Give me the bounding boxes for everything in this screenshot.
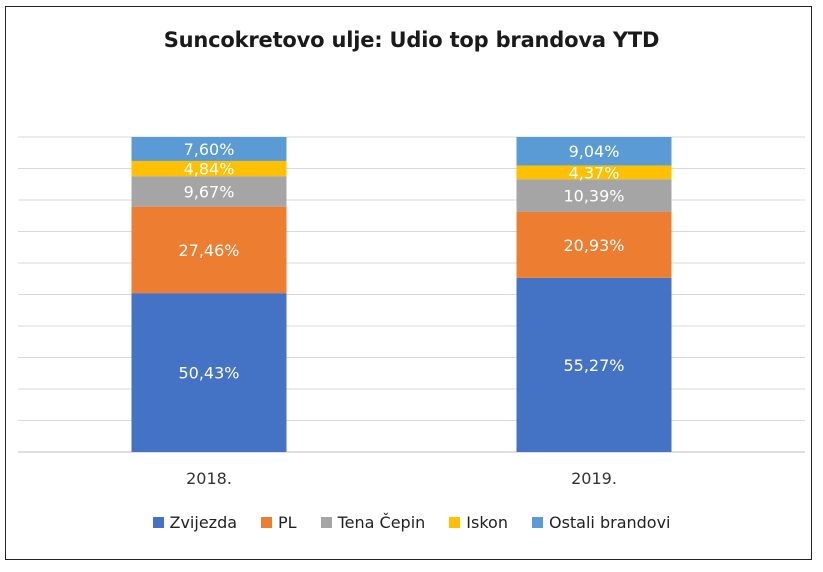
- data-label: 20,93%: [563, 236, 624, 255]
- data-label: 9,04%: [569, 142, 620, 161]
- chart-legend: Zvijezda PL Tena Čepin Iskon Ostali brandovi: [0, 513, 823, 532]
- data-label: 50,43%: [178, 364, 239, 383]
- category-label: 2019.: [571, 469, 617, 488]
- data-label: 4,84%: [184, 160, 235, 179]
- legend-label: PL: [278, 513, 297, 532]
- data-label: 7,60%: [184, 140, 235, 159]
- bar-segment: [131, 206, 287, 294]
- legend-swatch: [449, 517, 461, 528]
- legend-label: Zvijezda: [169, 513, 238, 532]
- data-label: 4,37%: [569, 163, 620, 182]
- bar-segment: [516, 165, 672, 180]
- bar-segment: [516, 277, 672, 452]
- legend-item: PL: [261, 513, 297, 532]
- chart-title: Suncokretovo ulje: Udio top brandova YTD: [163, 28, 660, 52]
- bar-segment: [131, 137, 287, 161]
- legend-label: Tena Čepin: [337, 513, 426, 532]
- legend-swatch: [531, 517, 543, 528]
- bar-segment: [131, 293, 287, 452]
- bar-segment: [516, 211, 672, 278]
- bar-segment: [516, 179, 672, 212]
- legend-swatch: [152, 517, 164, 528]
- legend-item: Tena Čepin: [320, 513, 426, 532]
- category-label: 2018.: [186, 469, 232, 488]
- data-label: 9,67%: [184, 182, 235, 201]
- legend-item: Iskon: [449, 513, 508, 532]
- legend-label: Iskon: [466, 513, 508, 532]
- legend-label: Ostali brandovi: [548, 513, 671, 532]
- legend-item: Zvijezda: [152, 513, 238, 532]
- data-label: 27,46%: [178, 241, 239, 260]
- bar-segment: [516, 137, 672, 166]
- bar-segment: [131, 160, 287, 177]
- legend-swatch: [320, 517, 332, 528]
- legend-item: Ostali brandovi: [531, 513, 671, 532]
- data-label: 55,27%: [563, 356, 624, 375]
- bar-segment: [131, 176, 287, 207]
- data-label: 10,39%: [563, 187, 624, 206]
- legend-swatch: [261, 517, 273, 528]
